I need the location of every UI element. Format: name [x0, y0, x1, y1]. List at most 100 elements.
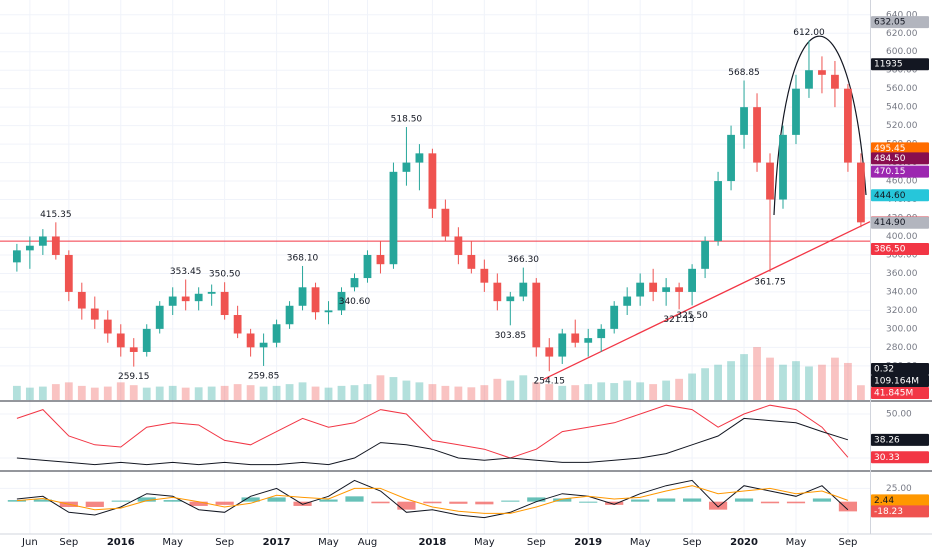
candle-body	[688, 268, 696, 292]
candle-body	[558, 333, 567, 357]
volume-bar	[532, 382, 541, 400]
candle-body	[818, 70, 826, 75]
histogram-bar	[708, 501, 728, 510]
swing-label: 259.85	[248, 371, 280, 381]
price-tag-label: 632.05	[874, 18, 906, 28]
price-tag-label: 444.60	[874, 191, 906, 201]
volume-bar	[480, 385, 489, 400]
histogram-bar	[7, 500, 26, 502]
indicator-line	[16, 404, 849, 459]
histogram-bar	[33, 499, 52, 502]
candle-body	[311, 287, 320, 313]
volume-bar	[285, 384, 294, 400]
histogram-bar	[319, 499, 338, 502]
volume-bar	[298, 382, 307, 400]
swing-label: 254.15	[534, 377, 566, 387]
candle-body	[727, 134, 735, 182]
histogram-bar	[85, 501, 104, 507]
x-tick-label: May	[630, 537, 651, 548]
candle-body	[90, 308, 99, 320]
volume-bar	[363, 384, 372, 400]
candle-body	[844, 88, 852, 163]
swing-label: 340.60	[339, 297, 371, 307]
x-tick-label: Sep	[59, 537, 78, 548]
swing-label: 325.50	[676, 311, 708, 321]
volume-bar	[51, 384, 60, 400]
volume-bar	[636, 382, 645, 400]
volume-bar	[792, 361, 800, 400]
volume-bar	[220, 385, 229, 400]
candle-body	[545, 347, 554, 357]
volume-bar	[519, 375, 528, 400]
price-tag	[871, 58, 929, 71]
candle-body	[766, 162, 774, 200]
histogram-bar	[163, 500, 182, 502]
volume-bar	[844, 362, 852, 400]
y-tick-label: 620.00	[886, 29, 918, 39]
candle-body	[324, 310, 333, 313]
x-tick-label: May	[162, 537, 183, 548]
volume-bar	[428, 384, 437, 400]
price-tag	[871, 387, 929, 399]
price-tag-label: 41.845M	[874, 389, 913, 399]
x-tick-label: May	[786, 537, 807, 548]
histogram-bar	[683, 498, 702, 502]
x-tick-label: May	[474, 537, 495, 548]
volume-bar	[129, 385, 138, 400]
candle-body	[831, 74, 839, 89]
candle-body	[246, 333, 255, 348]
candle-body	[77, 291, 86, 309]
candle-body	[480, 268, 489, 283]
y-tick-label: 600.00	[886, 47, 918, 57]
volume-bar	[805, 366, 813, 400]
volume-bar	[441, 385, 450, 400]
volume-bar	[142, 387, 151, 400]
price-tag	[871, 433, 929, 446]
candle-body	[51, 236, 60, 255]
candle-body	[350, 278, 359, 288]
y-tick-label: 340.00	[886, 287, 918, 297]
volume-bar	[467, 387, 476, 400]
swing-label: 518.50	[391, 115, 423, 125]
histogram-bar	[838, 501, 858, 512]
price-tag-label: -18.23	[874, 507, 903, 517]
candle-body	[181, 296, 190, 302]
volume-bar	[246, 385, 255, 400]
volume-bar	[493, 378, 502, 400]
candle-body	[298, 287, 307, 306]
histogram-bar	[760, 501, 780, 504]
candle-body	[142, 328, 151, 352]
swing-label: 368.10	[287, 253, 319, 263]
y-tick-label: 50.00	[886, 410, 912, 420]
histogram-bar	[345, 496, 364, 502]
x-tick-label: 2017	[263, 537, 291, 548]
histogram-bar	[137, 497, 156, 502]
candle-body	[584, 338, 593, 343]
candle-body	[337, 291, 346, 311]
histogram-bar	[527, 497, 546, 502]
candle-body	[519, 282, 528, 297]
price-tag	[871, 142, 929, 155]
price-tag	[871, 505, 929, 518]
swing-label: 568.85	[728, 68, 760, 78]
drawn-arc	[773, 35, 867, 216]
y-tick-label: 280.00	[886, 343, 918, 353]
x-tick-label: Sep	[215, 537, 234, 548]
candle-body	[168, 296, 177, 306]
candle-body	[714, 181, 722, 242]
x-tick-label: Jun	[21, 537, 38, 548]
volume-bar	[831, 357, 839, 400]
volume-bar	[181, 387, 190, 400]
volume-bar	[337, 385, 346, 400]
price-tag-label: 484.50	[874, 154, 906, 164]
volume-bar	[311, 386, 320, 400]
y-tick-label: 320.00	[886, 306, 918, 316]
price-tag-label: 414.90	[874, 218, 906, 228]
candle-body	[753, 107, 761, 163]
candle-body	[857, 162, 865, 223]
volume-bar	[259, 386, 268, 400]
candle-body	[220, 291, 229, 316]
volume-bar	[233, 384, 242, 400]
histogram-bar	[812, 498, 832, 502]
